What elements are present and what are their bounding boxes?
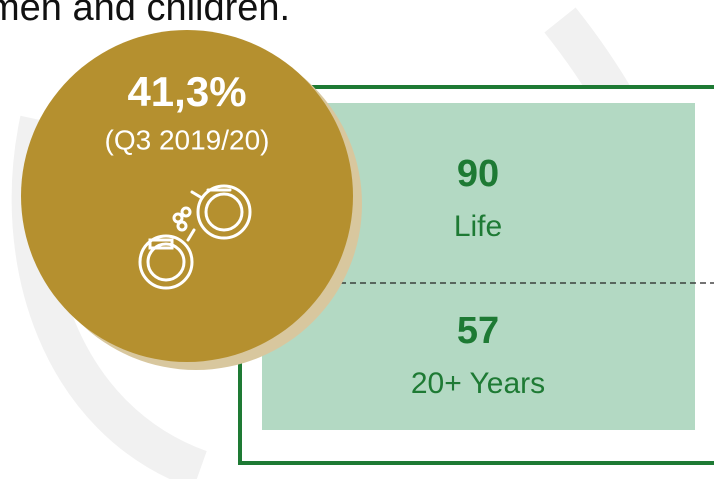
item-value: 90 — [457, 153, 499, 195]
item-value: 57 — [457, 310, 499, 352]
circle-period: (Q3 2019/20) — [105, 124, 270, 155]
intro-text: men and children. — [0, 0, 290, 29]
circle-value: 41,3% — [127, 68, 246, 115]
circle — [21, 30, 353, 362]
item-label: 20+ Years — [411, 367, 545, 400]
item-label: Life — [454, 210, 502, 243]
handcuffs-icon — [138, 184, 252, 290]
